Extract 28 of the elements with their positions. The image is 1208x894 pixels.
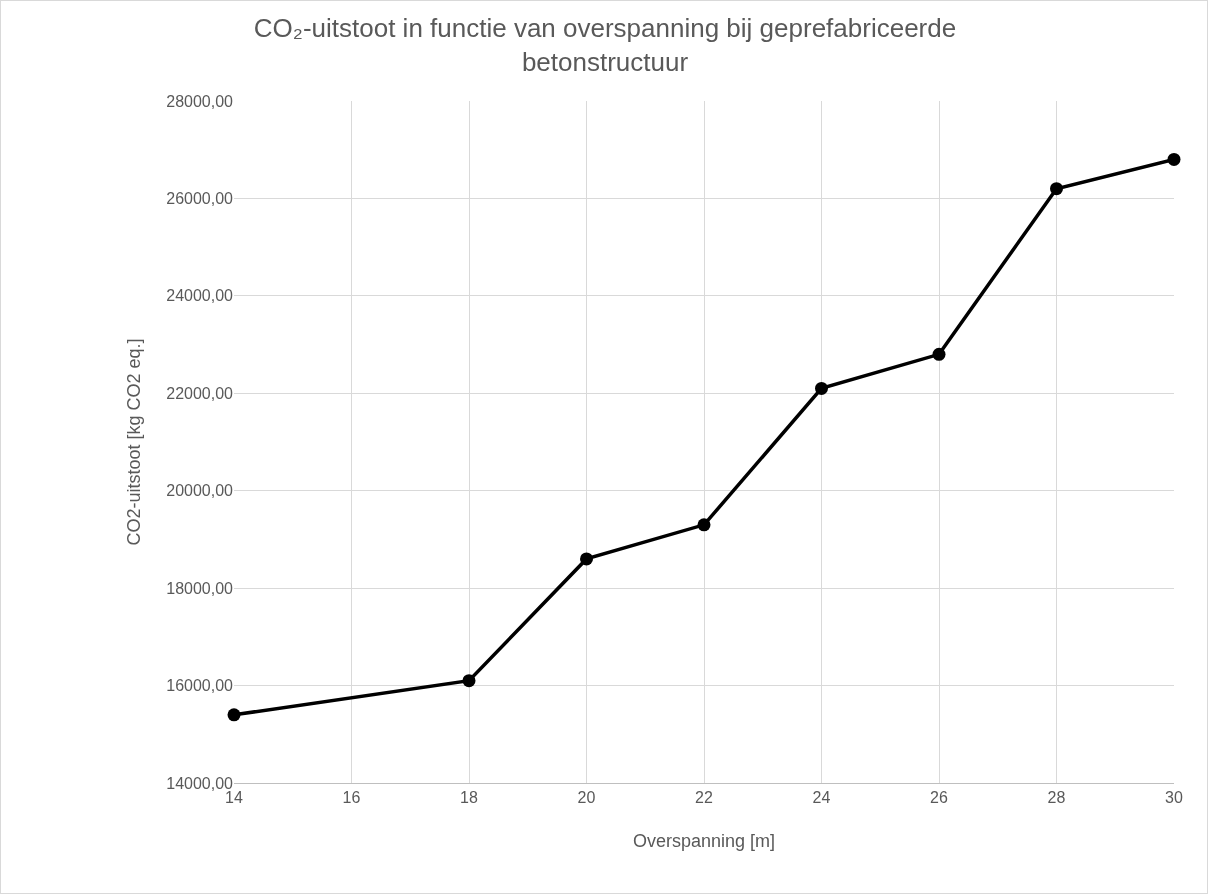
y-tick-label: 22000,00 — [166, 384, 234, 402]
y-axis-title: CO2-uitstoot [kg CO2 eq.] — [124, 338, 145, 546]
chart-title: CO₂-uitstoot in functie van overspanning bij geprefabriceerde betonstructuur — [253, 12, 957, 77]
point — [1167, 152, 1181, 166]
y-tick-label: 18000,00 — [166, 579, 234, 597]
y-tick-label: 26000,00 — [166, 190, 234, 208]
y-tick-label: 24000,00 — [166, 287, 234, 305]
y-tick-label: 28000,00 — [166, 92, 234, 110]
x-tick-label: 24 — [812, 789, 831, 807]
point — [932, 347, 946, 361]
point — [227, 708, 241, 722]
x-tick-label: 22 — [695, 789, 713, 807]
point — [580, 552, 593, 566]
point — [1050, 182, 1063, 196]
point — [462, 674, 476, 688]
y-tick-label: 16000,00 — [166, 677, 234, 695]
point — [815, 381, 828, 395]
x-tick-label: 14 — [225, 789, 243, 807]
x-tick-label: 16 — [342, 789, 361, 807]
x-tick-label: 26 — [930, 789, 948, 807]
x-tick-label: 28 — [1047, 789, 1066, 807]
x-tick-label: 18 — [460, 789, 478, 807]
y-tick-label: 14000,00 — [166, 774, 234, 792]
x-tick-label: 30 — [1165, 789, 1183, 807]
point — [697, 518, 711, 532]
x-tick-label: 20 — [577, 789, 596, 807]
y-tick-label: 20000,00 — [166, 482, 234, 500]
x-axis-title: Overspanning [m] — [632, 831, 776, 851]
